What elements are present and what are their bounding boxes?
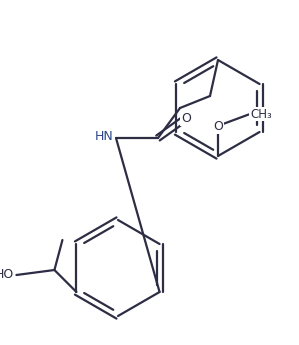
Text: HN: HN — [95, 129, 114, 142]
Text: CH₃: CH₃ — [250, 108, 272, 120]
Text: O: O — [213, 119, 223, 132]
Text: HO: HO — [0, 268, 14, 282]
Text: O: O — [181, 111, 191, 125]
